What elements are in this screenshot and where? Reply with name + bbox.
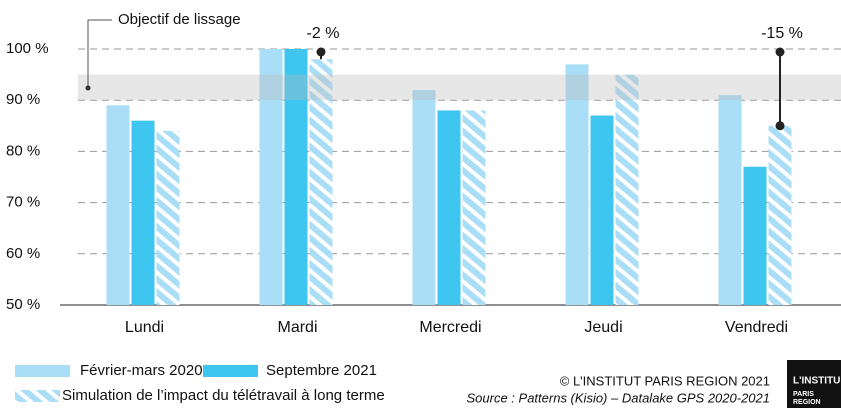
bar: [131, 120, 155, 306]
x-tick-label: Mercredi: [419, 319, 481, 336]
bar: [156, 130, 180, 305]
band-label: Objectif de lissage: [118, 11, 241, 28]
legend-label: Simulation de l’impact du télétravail à …: [62, 387, 385, 404]
bar: [718, 95, 742, 305]
bar: [462, 110, 486, 305]
bar: [743, 166, 767, 305]
annotation-dot: [775, 121, 785, 131]
x-tick-label: Mardi: [277, 319, 317, 336]
bar: [615, 74, 639, 305]
bar: [106, 105, 130, 305]
annotation: -2 %: [307, 25, 340, 42]
y-tick-label: 60 %: [6, 245, 40, 262]
bar: [590, 115, 614, 305]
band-dot: [85, 85, 91, 91]
logo-text: L'INSTITU: [793, 376, 840, 387]
target-band: [78, 74, 841, 101]
annotation: -15 %: [761, 25, 803, 42]
copyright: © L'INSTITUT PARIS REGION 2021: [560, 373, 770, 388]
legend-label: Septembre 2021: [266, 362, 377, 379]
annotation-dot: [775, 47, 785, 57]
logo-text: REGION: [793, 399, 821, 406]
y-tick-label: 50 %: [6, 296, 40, 313]
source: Source : Patterns (Kisio) – Datalake GPS…: [467, 390, 771, 405]
band-leader: [87, 19, 112, 88]
legend-label: Février-mars 2020: [80, 362, 203, 379]
x-tick-label: Lundi: [125, 319, 164, 336]
y-tick-label: 70 %: [6, 194, 40, 211]
annotation-dot: [316, 47, 326, 57]
x-tick-label: Vendredi: [725, 319, 788, 336]
bar: [565, 64, 589, 305]
y-tick-label: 80 %: [6, 142, 40, 159]
legend-swatch: [15, 365, 70, 377]
bar: [259, 49, 283, 305]
y-tick-label: 100 %: [6, 40, 49, 57]
legend-swatch: [15, 390, 60, 402]
bar: [768, 125, 792, 305]
logo-box: [787, 360, 841, 408]
legend-swatch: [203, 365, 258, 377]
bar: [412, 89, 436, 306]
bar: [437, 110, 461, 305]
y-tick-label: 90 %: [6, 91, 40, 108]
logo-text: PARIS: [793, 391, 814, 398]
bar: [284, 49, 308, 305]
bar: [309, 59, 333, 305]
x-tick-label: Jeudi: [584, 319, 622, 336]
